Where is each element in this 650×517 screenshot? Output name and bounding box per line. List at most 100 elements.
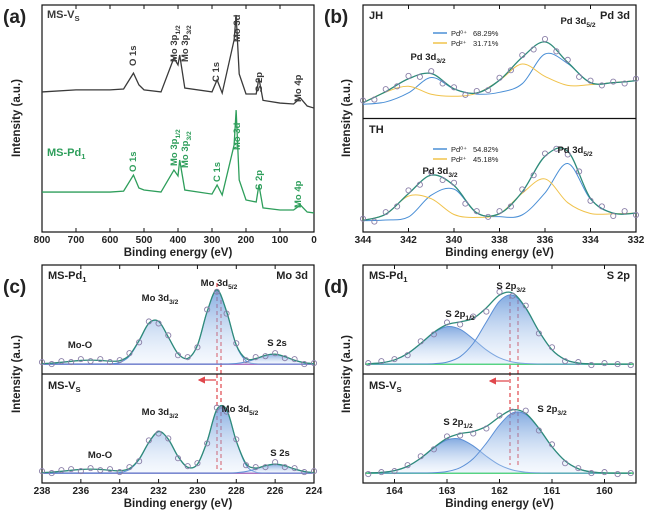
data-point (473, 88, 480, 95)
data-point (588, 362, 595, 369)
peak-label: Mo 3d3/2 (142, 407, 179, 420)
component-area (368, 411, 631, 474)
data-point (291, 465, 298, 472)
peak-label: S 2p1/2 (445, 309, 475, 322)
sample-name-main: MS-V (48, 380, 76, 392)
peak-label-sub: 5/2 (228, 284, 238, 291)
data-point (576, 73, 583, 80)
data-point (632, 75, 640, 82)
data-point (272, 459, 279, 466)
peak-label: Pd 3d3/2 (422, 166, 457, 179)
data-line (362, 41, 637, 104)
peak-label-main: S 2p (496, 281, 516, 292)
data-point (443, 319, 451, 326)
peak-label: Mo 4p (293, 74, 304, 102)
data-point (470, 430, 477, 437)
panel-title: Pd 3d (600, 10, 630, 22)
sample-name-sub: S (397, 385, 402, 394)
data-point (601, 469, 608, 476)
peak-label: Pd 3d3/2 (410, 52, 445, 65)
data-point (405, 72, 412, 79)
data-point (145, 318, 152, 325)
data-point (136, 339, 143, 346)
component-area (42, 464, 314, 474)
data-point (38, 359, 46, 366)
data-point (587, 77, 594, 84)
data-point (242, 462, 250, 469)
panel-letter: (c) (3, 277, 26, 298)
peak-label: Pd 3d5/2 (557, 145, 592, 158)
legend-share: 68.29% (473, 29, 499, 38)
peak-label-sub: 3/2 (557, 410, 567, 417)
peak-label: Mo 3p3/2 (180, 25, 193, 62)
data-point (614, 361, 621, 368)
peak-label: Mo 3p1/2 (169, 25, 182, 62)
data-point (519, 52, 526, 59)
data-point (509, 408, 516, 415)
data-point (439, 80, 446, 87)
peak-label: S 2p1/2 (443, 417, 473, 430)
x-axis-label: Binding energy (eV) (124, 247, 233, 259)
data-point (457, 321, 464, 328)
data-point (155, 320, 162, 327)
legend-label: Pd⁰⁺ (451, 29, 467, 38)
data-point (496, 288, 503, 295)
data-point (165, 332, 172, 339)
peak-label-sub: 5/2 (586, 22, 596, 29)
peak-label: Pd 3d5/2 (560, 16, 595, 29)
sample-name-sub: 1 (82, 275, 87, 284)
data-point (184, 354, 191, 361)
data-point (242, 357, 250, 364)
x-tick-label: 230 (189, 486, 206, 497)
peak-label-sub: 3/2 (169, 299, 179, 306)
data-point (301, 469, 308, 476)
data-point (252, 464, 259, 471)
data-point (598, 203, 605, 210)
data-point (77, 356, 84, 363)
data-point (439, 176, 446, 184)
data-point (58, 467, 65, 474)
data-line (362, 163, 637, 222)
data-point (562, 460, 569, 467)
series-name-main: MS-Pd (47, 147, 81, 159)
peak-label: S 2p3/2 (496, 281, 526, 294)
panel-letter: (d) (324, 277, 348, 298)
peak-label-sub: 1/2 (175, 25, 182, 35)
data-point (126, 350, 133, 357)
peak-label-main: Mo 3d (201, 278, 229, 289)
data-point (621, 80, 628, 87)
y-axis-label: Intensity (a.u.) (11, 335, 23, 413)
series-name-main: MS-V (47, 9, 75, 21)
data-point (394, 83, 401, 90)
data-point (462, 200, 469, 207)
data-point (575, 359, 582, 366)
data-point (548, 441, 556, 448)
x-tick-label: 340 (446, 235, 463, 246)
data-point (174, 455, 182, 462)
data-point (485, 87, 492, 94)
data-point (450, 84, 458, 91)
x-tick-label: 300 (204, 235, 221, 246)
data-point (165, 435, 172, 442)
data-point (541, 36, 549, 43)
data-point (116, 469, 123, 476)
data-point (252, 354, 259, 361)
data-point (136, 458, 143, 465)
data-point (38, 468, 46, 475)
x-tick-label: 344 (355, 235, 372, 246)
data-point (509, 292, 516, 299)
data-point (610, 212, 617, 219)
peak-label-main: Mo 3p (180, 34, 191, 62)
peak-label-main: S 2p (537, 404, 557, 415)
data-point (404, 462, 411, 469)
x-tick-label: 232 (150, 486, 167, 497)
peak-label-sub: 5/2 (249, 410, 259, 417)
data-point (371, 218, 378, 225)
data-point (496, 208, 503, 215)
legend-label: Pd⁰⁺ (451, 145, 467, 154)
data-point (575, 465, 582, 472)
y-axis-label: Intensity (a.u.) (341, 79, 353, 157)
component-area (368, 438, 631, 474)
legend-share: 31.71% (473, 39, 499, 48)
data-point (359, 97, 367, 104)
